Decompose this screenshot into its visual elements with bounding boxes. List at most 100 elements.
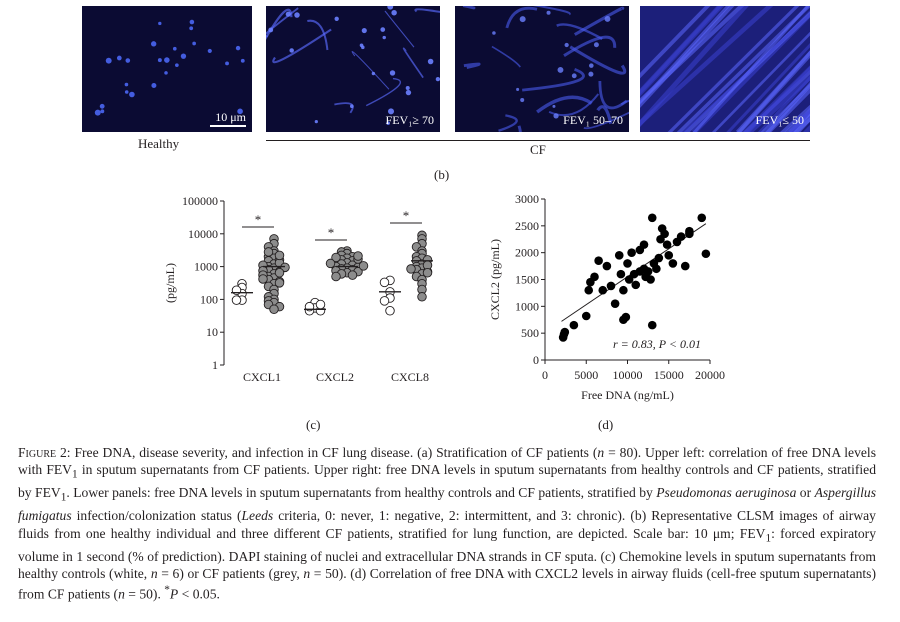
significance-star: *: [255, 212, 262, 227]
data-point: [353, 251, 363, 261]
dna-strand: [640, 6, 731, 105]
dna-strand: [692, 6, 810, 132]
nucleus: [237, 108, 243, 115]
data-point: [274, 278, 285, 288]
nucleus: [285, 11, 291, 17]
dna-strand: [536, 95, 593, 114]
x-tick-label: 0: [542, 368, 548, 382]
nucleus: [427, 58, 434, 65]
nucleus: [350, 104, 354, 109]
data-point: [680, 261, 690, 271]
nucleus: [157, 58, 162, 63]
x-axis-label: Free DNA (ng/mL): [581, 388, 674, 402]
nucleus: [150, 41, 157, 47]
nucleus: [552, 104, 556, 108]
nucleus: [99, 103, 105, 109]
y-tick-label: 1: [212, 358, 218, 372]
y-tick-label: 100000: [182, 194, 218, 208]
dna-strand: [556, 23, 603, 40]
data-point: [258, 274, 268, 284]
nucleus: [189, 19, 195, 25]
dna-strand: [573, 6, 625, 36]
nucleus: [116, 55, 122, 61]
data-point: [619, 285, 628, 295]
data-point: [385, 306, 395, 316]
micrograph-label: FEV₁≤ 50: [755, 113, 804, 127]
chemokine-chart: 1 10 100 1000 10000 100000 (pg/mL) CXCL1 CXCL2 CX…: [163, 194, 433, 384]
data-point: [668, 259, 678, 268]
dna-strand: [620, 99, 629, 106]
x-category-label: CXCL8: [391, 370, 429, 384]
dna-strand: [491, 45, 521, 68]
x-tick-label: 20000: [695, 368, 725, 382]
nucleus: [129, 91, 135, 98]
nucleus: [389, 70, 396, 76]
data-point: [569, 320, 579, 330]
scale-bar: [210, 125, 246, 127]
nucleus: [387, 108, 395, 115]
data-point: [616, 269, 626, 279]
data-point: [623, 259, 632, 268]
dna-strand: [498, 114, 518, 132]
dna-strand: [726, 43, 810, 132]
data-point: [664, 251, 674, 260]
data-point: [627, 248, 636, 257]
nucleus: [314, 120, 318, 124]
dna-strand: [462, 6, 476, 10]
dna-strand: [272, 28, 332, 64]
nucleus: [516, 87, 520, 91]
dna-strand: [402, 47, 424, 79]
dna-strand: [788, 107, 810, 132]
nucleus: [189, 26, 194, 31]
data-point: [560, 327, 570, 337]
dna-strand: [384, 10, 415, 48]
data-point: [701, 249, 711, 259]
nucleus: [124, 82, 129, 87]
y-tick-label: 1000: [515, 299, 539, 313]
y-tick-label: 0: [533, 353, 539, 367]
panel-d-label: (d): [598, 417, 614, 432]
nucleus: [124, 90, 129, 94]
nucleus: [435, 76, 440, 82]
data-point: [631, 280, 641, 290]
data-point: [598, 285, 608, 295]
data-point: [614, 251, 624, 260]
nucleus: [175, 63, 179, 68]
data-point: [652, 264, 661, 274]
nucleus: [405, 86, 410, 91]
y-tick-label: 10: [206, 325, 218, 339]
nucleus: [164, 71, 168, 75]
nucleus: [387, 6, 394, 10]
data-point: [647, 320, 657, 330]
dna-strand: [757, 75, 810, 132]
data-point: [325, 258, 336, 269]
correlation-chart: 0 500 1000 1500 2000 2500 3000 0 5000 10000 15000 2…: [488, 192, 725, 402]
data-point: [417, 292, 427, 302]
nucleus: [125, 58, 131, 63]
data-point: [331, 252, 341, 263]
y-tick-label: 2500: [515, 219, 539, 233]
micrograph-fev-ge-70: FEV₁≥ 70: [266, 6, 440, 132]
x-tick-label: 10000: [613, 368, 643, 382]
data-point: [379, 296, 390, 306]
y-tick-label: 500: [521, 326, 539, 340]
data-point: [697, 213, 707, 223]
dna-strand: [334, 102, 354, 114]
data-point: [621, 312, 631, 322]
data-point: [590, 272, 599, 282]
data-point: [602, 261, 612, 271]
significance-star: *: [403, 208, 410, 223]
nucleus: [289, 48, 294, 53]
dna-strand: [640, 6, 723, 95]
data-point: [347, 270, 358, 280]
y-axis-label: CXCL2 (pg/mL): [488, 239, 502, 320]
nucleus: [593, 42, 599, 48]
nucleus: [589, 63, 594, 68]
dna-strand: [365, 77, 402, 107]
nucleus: [386, 121, 390, 125]
nucleus: [564, 42, 569, 48]
dna-strand: [746, 74, 810, 132]
data-point: [662, 240, 672, 249]
data-point: [660, 229, 669, 239]
data-point: [584, 285, 594, 295]
